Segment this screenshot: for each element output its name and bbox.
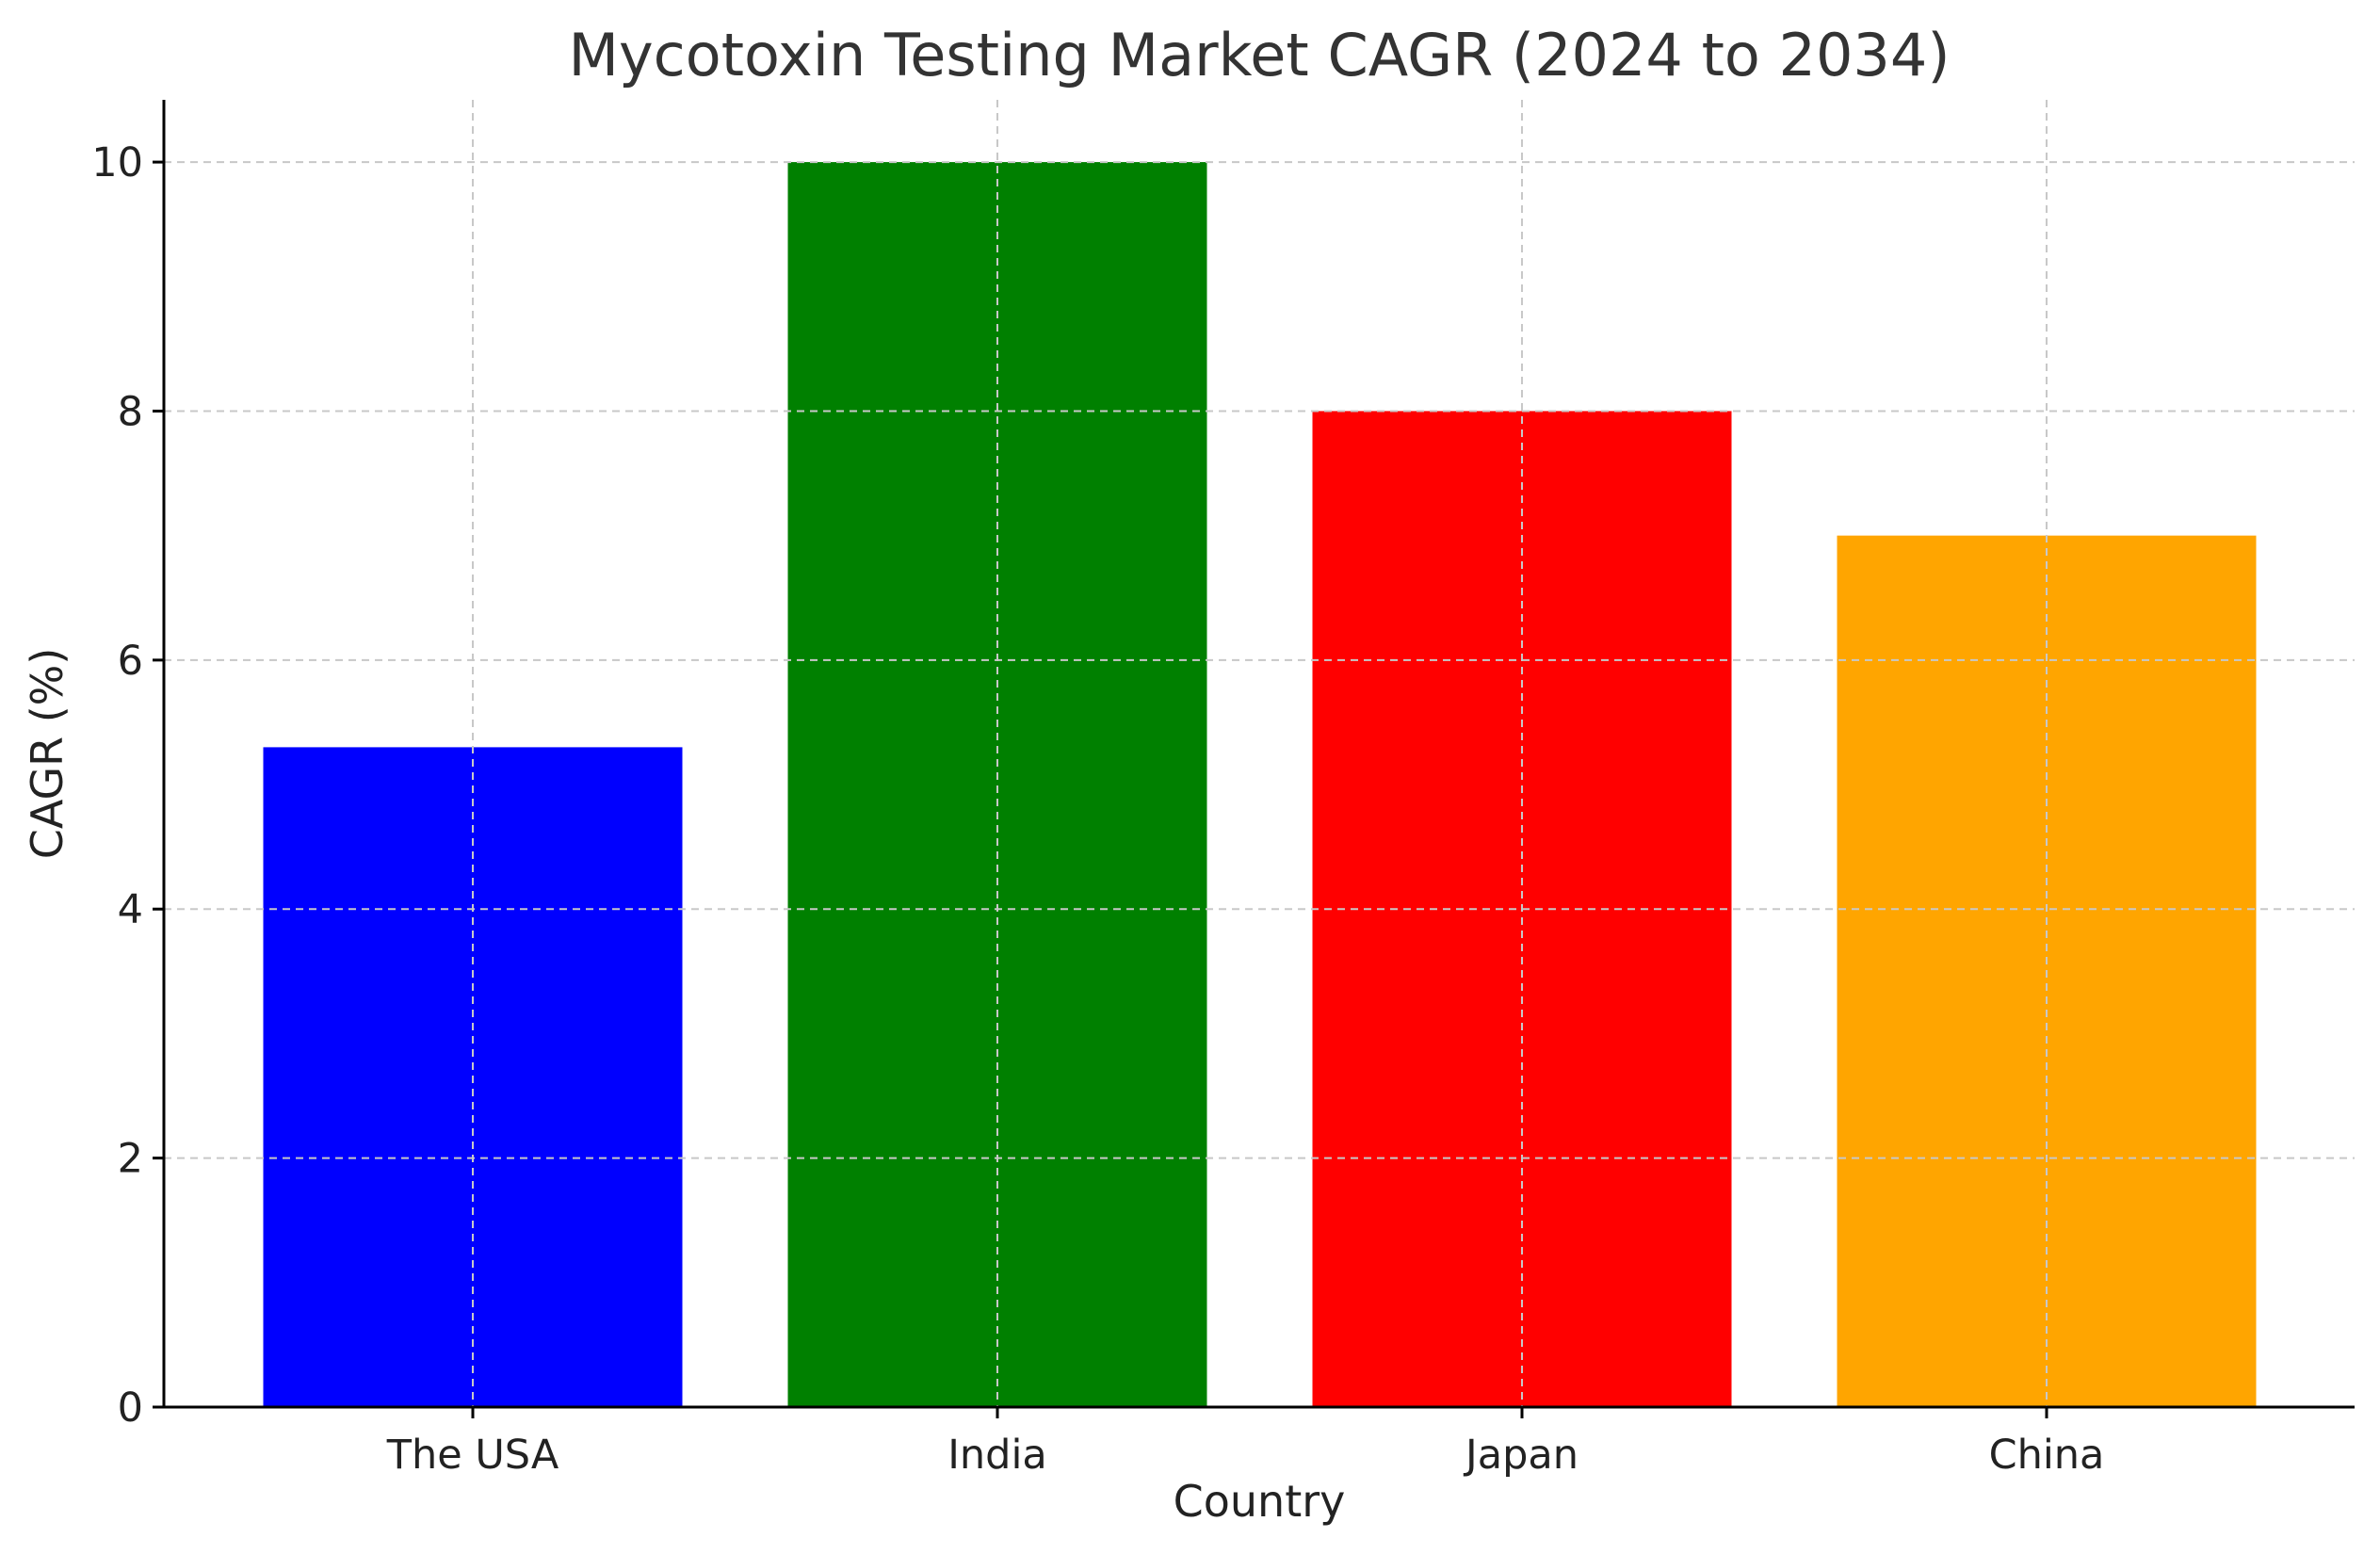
gridlines bbox=[164, 100, 2355, 1408]
y-tick-label: 6 bbox=[118, 638, 143, 685]
x-tick-label: China bbox=[1989, 1432, 2105, 1479]
y-tick-label: 10 bbox=[91, 139, 143, 186]
y-tick-label: 8 bbox=[118, 388, 143, 435]
x-tick-label: Japan bbox=[1463, 1432, 1579, 1479]
x-ticks: The USA India Japan China bbox=[386, 1407, 2105, 1479]
bar bbox=[787, 162, 1207, 1408]
y-tick-label: 2 bbox=[118, 1136, 143, 1183]
y-tick-label: 0 bbox=[118, 1384, 143, 1432]
x-axis-label: Country bbox=[1174, 1476, 1346, 1527]
axes bbox=[162, 100, 2355, 1409]
bars bbox=[263, 162, 2257, 1408]
x-tick-label: The USA bbox=[386, 1432, 559, 1479]
chart-title: Mycotoxin Testing Market CAGR (2024 to 2… bbox=[568, 21, 1950, 89]
y-axis-label: CAGR (%) bbox=[22, 648, 73, 860]
y-ticks: 0 2 4 6 8 10 bbox=[91, 139, 164, 1432]
y-tick-label: 4 bbox=[118, 886, 143, 933]
x-tick-label: India bbox=[947, 1432, 1047, 1479]
